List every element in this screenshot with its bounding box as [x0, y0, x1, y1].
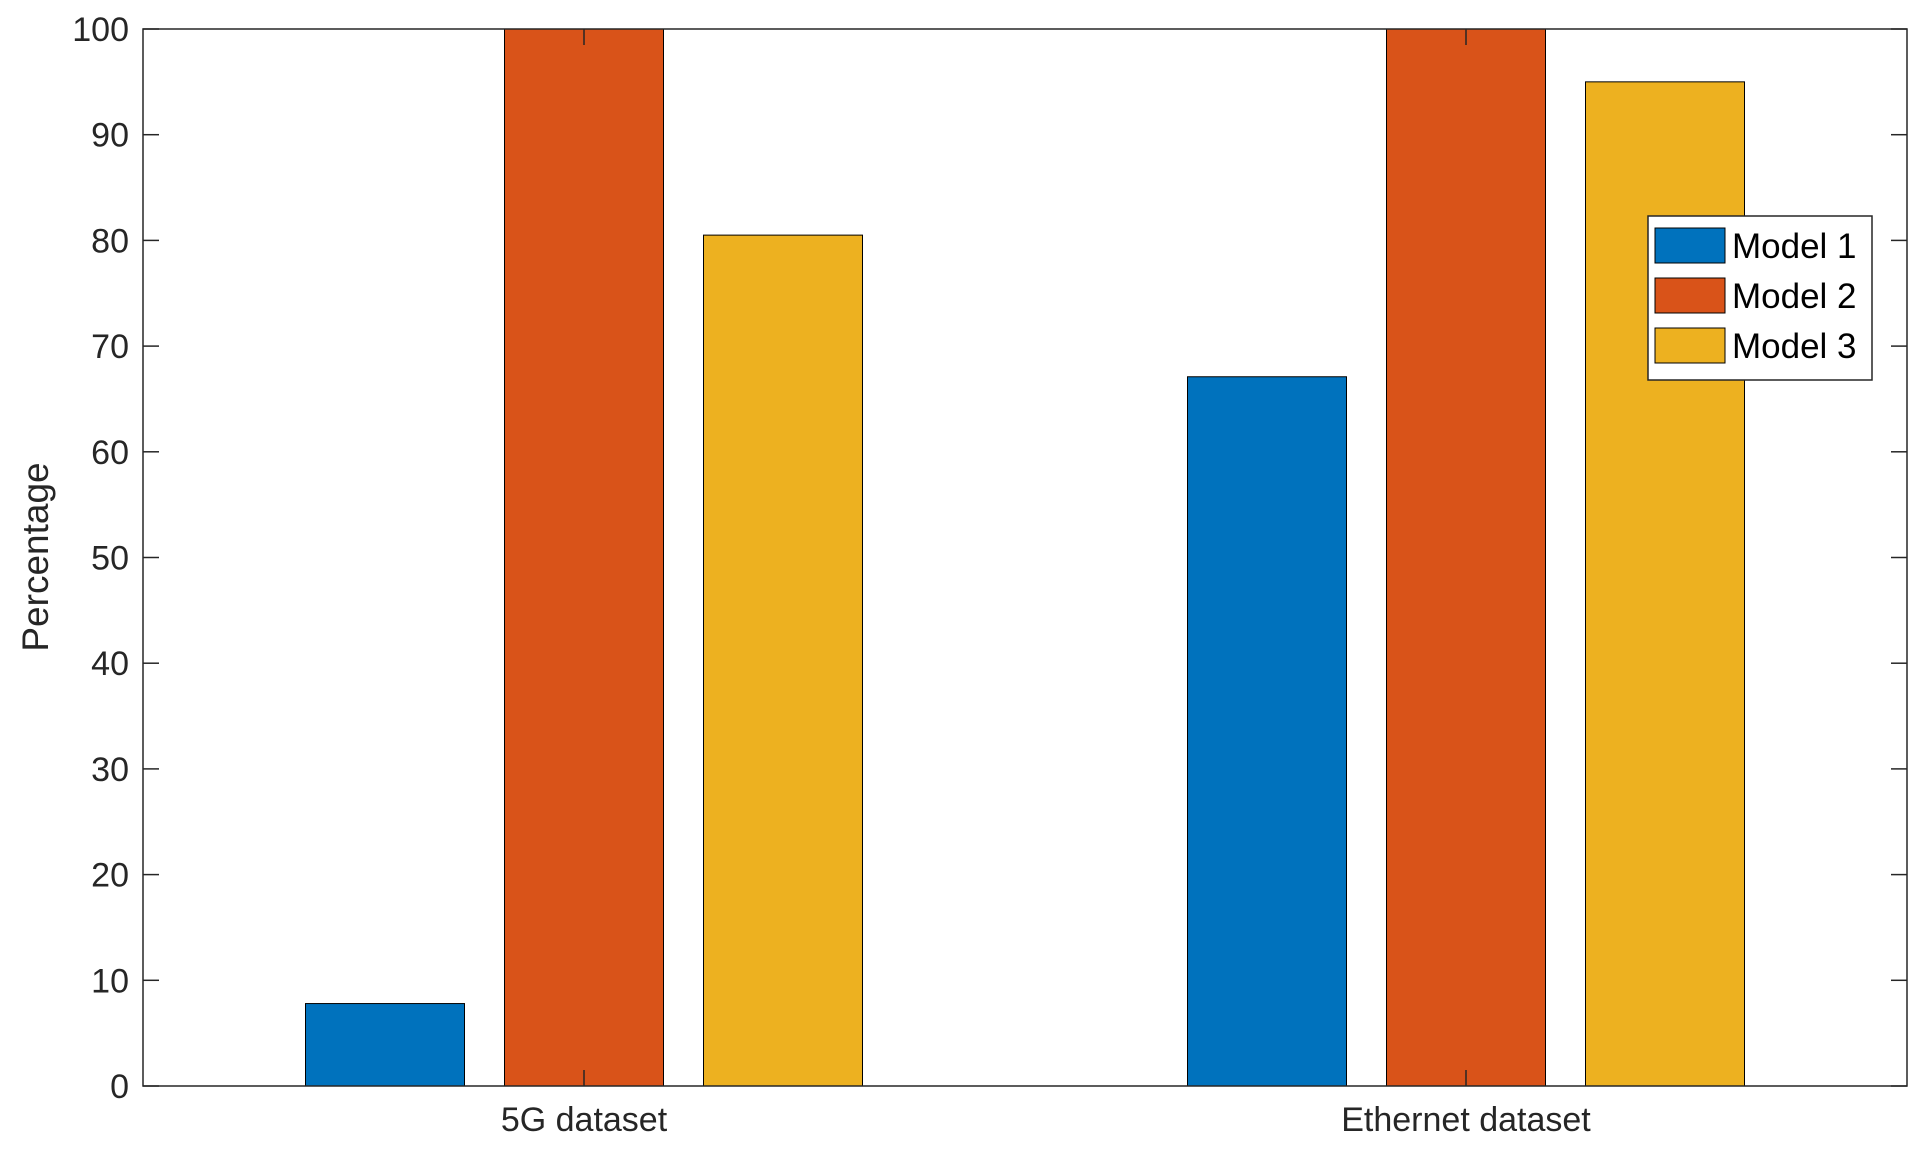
- ticks-layer: 0 10 20 30 40 50 60 70 80 90 100 5G dataset Ethernet…: [72, 11, 1907, 1139]
- legend-label: Model 1: [1732, 227, 1857, 266]
- y-tick-label: 60: [91, 434, 129, 472]
- y-tick-label: 0: [110, 1068, 129, 1106]
- bar-model-3-1: [703, 234, 863, 1087]
- y-tick-label: 10: [91, 962, 129, 1000]
- bar-model-1-1: [305, 1003, 465, 1087]
- bar-model-2-2: [1386, 28, 1546, 1087]
- y-tick-label: 70: [91, 328, 129, 366]
- x-tick-label: Ethernet dataset: [1341, 1101, 1591, 1139]
- y-axis-label: Percentage: [15, 462, 56, 651]
- y-tick-label: 20: [91, 857, 129, 895]
- plot-frame: [142, 28, 1908, 1087]
- legend-label: Model 3: [1732, 327, 1857, 366]
- y-tick-label: 100: [72, 11, 129, 49]
- y-tick-label: 30: [91, 751, 129, 789]
- legend-swatch: [1654, 327, 1726, 364]
- x-tick-label: 5G dataset: [501, 1101, 668, 1139]
- bars-layer: [305, 28, 1745, 1087]
- y-tick-label: 40: [91, 645, 129, 683]
- y-tick-label: 90: [91, 117, 129, 155]
- legend-swatch: [1654, 277, 1726, 314]
- y-tick-label: 50: [91, 540, 129, 578]
- legend-swatch: [1654, 227, 1726, 264]
- bar-model-2-1: [504, 28, 664, 1087]
- bar-model-1-2: [1187, 376, 1347, 1087]
- y-tick-label: 80: [91, 222, 129, 260]
- legend: Model 1 Model 2 Model 3: [1647, 215, 1873, 381]
- legend-label: Model 2: [1732, 277, 1857, 316]
